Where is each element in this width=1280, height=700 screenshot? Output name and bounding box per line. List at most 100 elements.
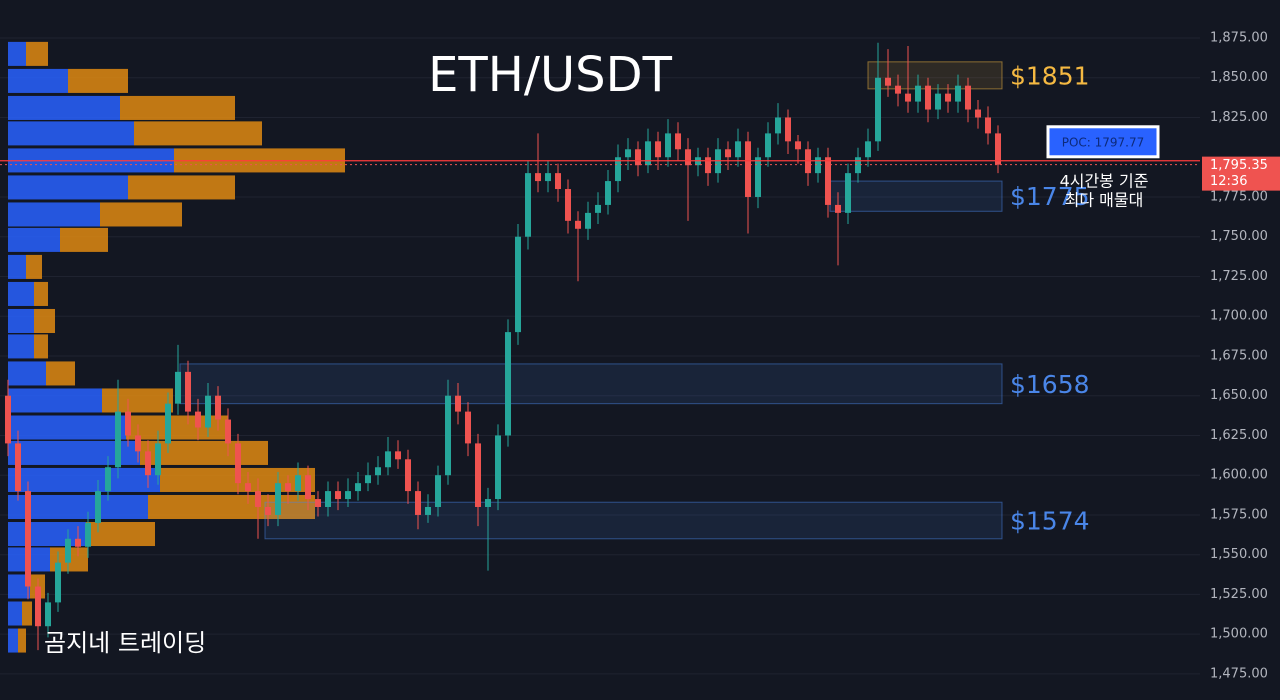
y-tick-label: 1,850.00 (1210, 70, 1268, 85)
profile-up (8, 574, 30, 599)
zone (264, 501, 1003, 540)
profile-up (8, 95, 120, 120)
poc-label: POC: 1797.77 (1062, 135, 1145, 149)
candle-body (985, 117, 991, 134)
profile-down (18, 628, 26, 653)
profile-up (8, 202, 100, 227)
candle-body (545, 173, 551, 182)
profile-up (8, 415, 126, 440)
zone (179, 363, 1003, 405)
zone-label: $1658 (1010, 370, 1090, 399)
profile-up (8, 388, 102, 413)
candle-body (535, 173, 541, 182)
price-tag (1202, 156, 1280, 191)
profile-up (8, 68, 68, 93)
y-tick-label: 1,500.00 (1210, 627, 1268, 642)
candle-body (755, 157, 761, 197)
candle-body (75, 538, 81, 547)
zone-label: $1851 (1010, 61, 1090, 90)
candle-body (875, 77, 881, 142)
candle-body (455, 395, 461, 412)
zone (829, 180, 1003, 212)
candle-body (905, 93, 911, 102)
candle-body (25, 491, 31, 587)
candle-body (845, 173, 851, 213)
y-tick-label: 1,525.00 (1210, 587, 1268, 602)
candle-body (995, 133, 1001, 165)
profile-up (8, 601, 22, 626)
candle-body (815, 157, 821, 174)
candle-body (645, 141, 651, 166)
candle-body (215, 395, 221, 420)
candle-body (385, 451, 391, 468)
candle-body (105, 467, 111, 492)
candle-body (605, 181, 611, 205)
zone-label: $1775 (1010, 182, 1090, 211)
price-tag-value: 1,795.35 (1210, 158, 1268, 173)
profile-down (100, 202, 182, 227)
candle-body (65, 538, 71, 563)
candle-body (265, 506, 271, 515)
candle-body (225, 419, 231, 444)
candle-body (505, 332, 511, 436)
candle-body (295, 475, 301, 492)
profile-down (148, 494, 315, 520)
candle-body (895, 85, 901, 94)
profile-down (26, 254, 42, 279)
watermark: 곰지네 트레이딩 (44, 629, 206, 657)
candle-body (415, 491, 421, 515)
candle-body (765, 133, 771, 158)
y-tick-label: 1,600.00 (1210, 468, 1268, 483)
candle-body (95, 491, 101, 523)
profile-down (102, 388, 173, 413)
candle-body (775, 117, 781, 134)
profile-up (8, 628, 18, 653)
candle-body (195, 411, 201, 428)
candle-body (625, 149, 631, 158)
y-tick-label: 1,625.00 (1210, 428, 1268, 443)
candle-body (45, 602, 51, 627)
candle-body (435, 475, 441, 507)
candle-body (565, 189, 571, 221)
candle-body (375, 467, 381, 476)
candle-body (495, 435, 501, 500)
candle-body (5, 395, 11, 444)
candle-body (735, 141, 741, 158)
candle-body (635, 149, 641, 166)
candle-body (275, 483, 281, 515)
price-tag-countdown: 12:36 (1210, 174, 1247, 189)
y-tick-label: 1,725.00 (1210, 269, 1268, 284)
profile-down (140, 440, 268, 465)
profile-up (8, 254, 26, 279)
profile-up (8, 175, 128, 200)
candle-body (915, 85, 921, 102)
candle-body (175, 371, 181, 404)
candle-body (485, 499, 491, 507)
annotation: 4시간봉 기준 (1060, 172, 1149, 191)
candle-body (405, 459, 411, 492)
annotation: 최다 매물대 (1065, 191, 1144, 210)
candle-body (355, 483, 361, 492)
candle-body (615, 157, 621, 182)
y-tick-label: 1,475.00 (1210, 666, 1268, 681)
candle-body (705, 157, 711, 174)
profile-down (120, 95, 235, 120)
y-tick-label: 1,575.00 (1210, 507, 1268, 522)
candle-body (475, 443, 481, 507)
profile-down (68, 68, 128, 93)
y-tick-label: 1,875.00 (1210, 30, 1268, 45)
profile-up (8, 227, 60, 252)
candle-body (525, 173, 531, 237)
candle-body (965, 85, 971, 110)
candle-body (825, 157, 831, 205)
candle-body (35, 586, 41, 627)
profile-down (34, 308, 55, 333)
profile-up (8, 522, 86, 547)
candle-body (145, 451, 151, 476)
candle-body (345, 491, 351, 500)
poc-box (1046, 125, 1160, 159)
chart-title: ETH/USDT (428, 47, 672, 103)
candle-body (595, 204, 601, 213)
